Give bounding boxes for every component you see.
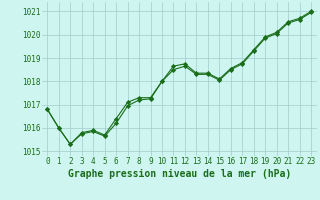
X-axis label: Graphe pression niveau de la mer (hPa): Graphe pression niveau de la mer (hPa) <box>68 169 291 179</box>
